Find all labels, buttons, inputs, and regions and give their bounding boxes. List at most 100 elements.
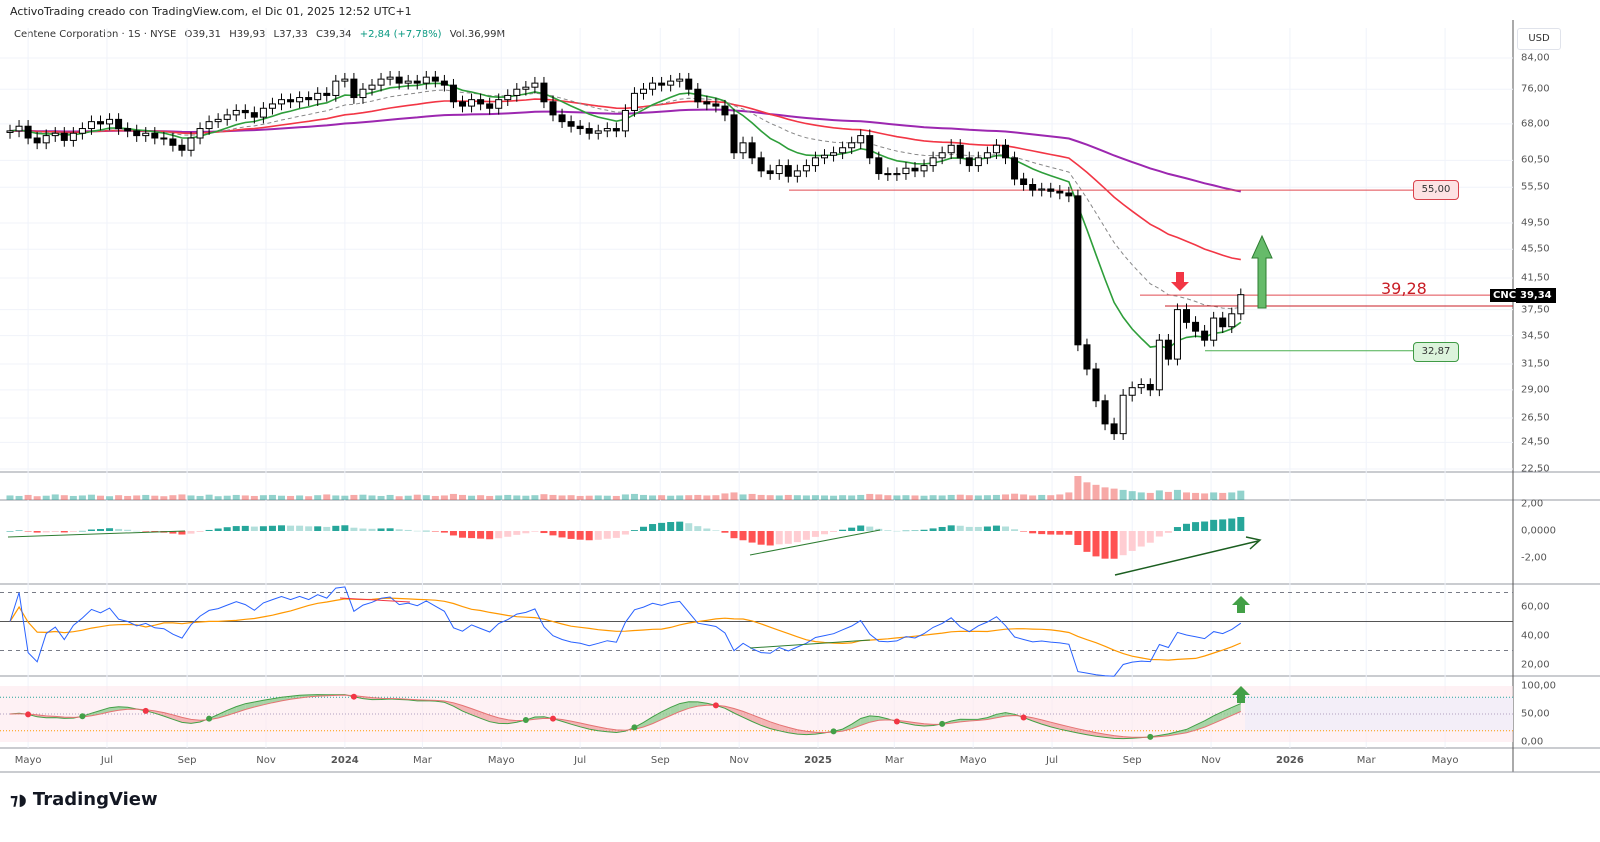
tradingview-logo[interactable]: ⁊◗ TradingView [10, 789, 158, 810]
time-tick-label: Mayo [1431, 755, 1459, 766]
volume-bar [60, 495, 68, 500]
macd-histogram-bar [1173, 527, 1181, 531]
candle-body [413, 80, 421, 84]
candle [323, 87, 331, 102]
macd-histogram-bar [223, 527, 231, 531]
macd-histogram-bar [51, 531, 59, 532]
stoch-cross-dot [350, 693, 357, 700]
candle [739, 136, 747, 160]
macd-histogram-bar [368, 528, 376, 531]
volume-bar [278, 495, 285, 500]
candle [1237, 288, 1245, 321]
macd-histogram-bar [142, 531, 150, 532]
candle-body [956, 144, 964, 159]
macd-histogram-bar [449, 531, 457, 536]
candle [24, 120, 32, 145]
macd-histogram-bar [1192, 522, 1200, 531]
macd-histogram-bar [540, 531, 548, 534]
candle-body [1237, 294, 1245, 315]
volume-bar [712, 495, 720, 500]
price-tick-label: 60,50 [1521, 154, 1550, 166]
candle [775, 159, 783, 180]
candle [540, 76, 548, 109]
macd-histogram-bar [531, 531, 539, 532]
candle [341, 72, 349, 88]
candle-body [78, 128, 86, 134]
ohlc-open: O39,31 [184, 29, 222, 40]
candle-body [730, 114, 738, 154]
macd-histogram-bar [268, 525, 276, 531]
candle [640, 83, 647, 100]
rsi-divergence-line [749, 639, 871, 649]
candle-body [51, 132, 59, 137]
candle-body [223, 114, 231, 120]
candle [1002, 139, 1009, 165]
candle-body [377, 78, 385, 86]
stoch-cross-dot [1020, 714, 1027, 721]
stoch-fill [951, 719, 961, 724]
candle-body [649, 82, 657, 90]
candle [558, 108, 566, 128]
macd-histogram-bar [549, 531, 557, 536]
candle [1173, 303, 1181, 366]
stoch-cross-dot [939, 720, 946, 727]
macd-histogram-bar [124, 529, 132, 531]
volume-bar [440, 495, 448, 500]
volume-bar [1219, 492, 1227, 500]
volume-bar [784, 494, 792, 500]
volume-bar [87, 494, 95, 500]
macd-histogram-bar [857, 525, 865, 531]
candle-body [857, 135, 865, 144]
macd-histogram-bar [1038, 531, 1046, 535]
candle-body [160, 137, 168, 140]
candle [1038, 182, 1046, 197]
candle [15, 120, 23, 138]
macd-histogram-bar [1128, 531, 1136, 551]
volume-bar [24, 494, 32, 500]
price-tick-label: 26,50 [1521, 412, 1550, 424]
macd-histogram-bar [468, 531, 476, 539]
candle-body [748, 142, 756, 159]
candle-body [875, 157, 883, 175]
volume-bar [1119, 489, 1127, 500]
currency-button[interactable]: USD [1517, 28, 1561, 50]
candle-body [422, 76, 430, 84]
volume-bar [1011, 493, 1019, 500]
volume-bar [160, 496, 168, 500]
macd-histogram-bar [341, 525, 349, 531]
macd-histogram-bar [1110, 531, 1118, 559]
candle-body [667, 80, 675, 86]
macd-histogram-bar [332, 525, 340, 531]
stoch-tick-label: 0,00 [1521, 736, 1544, 748]
up-arrow-icon [1251, 234, 1273, 309]
level-label: 39,28 [1381, 279, 1427, 298]
candle-body [1056, 190, 1064, 194]
macd-histogram-bar [106, 528, 114, 531]
macd-histogram-bar [784, 531, 792, 544]
volume-bar [305, 496, 313, 500]
ohlc-high: H39,93 [229, 29, 266, 40]
volume-bar [875, 494, 883, 500]
candle-body [612, 128, 620, 132]
candle-body [640, 88, 647, 94]
candle-body [703, 101, 711, 105]
candle-body [468, 99, 476, 107]
time-tick-label: Mayo [959, 755, 987, 766]
symbol-legend[interactable]: Centene Corporation · 1S · NYSE O39,31 H… [14, 29, 510, 40]
volume-bar [1228, 492, 1236, 500]
volume-bar [359, 494, 367, 500]
volume-bar [585, 495, 593, 500]
candle [821, 149, 828, 165]
candle [296, 91, 304, 109]
candle [549, 95, 557, 122]
candle [793, 164, 801, 183]
stoch-up-arrow-icon [1232, 686, 1250, 703]
candle [241, 104, 249, 119]
volume-bar [386, 494, 394, 500]
candle-body [902, 167, 910, 175]
volume-bar [486, 495, 494, 500]
volume-bar [1065, 492, 1073, 500]
macd-histogram-bar [757, 531, 765, 545]
candle [33, 131, 41, 150]
